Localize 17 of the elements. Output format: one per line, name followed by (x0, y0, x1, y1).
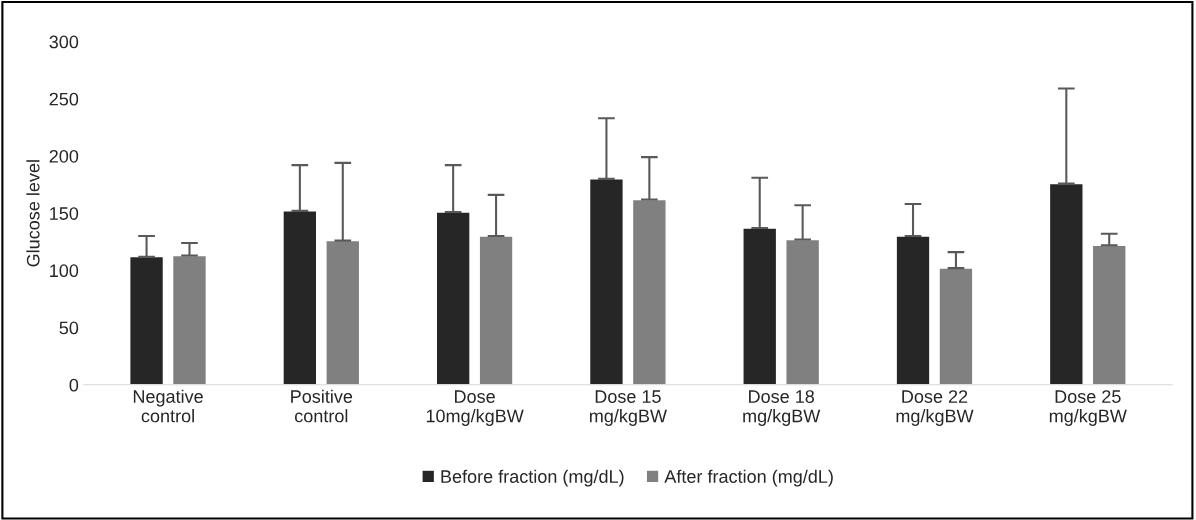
x-tick-label: Dose 22 mg/kgBW (896, 390, 974, 426)
legend-label: Before fraction (mg/dL) (441, 469, 624, 487)
y-tick-label: 50 (59, 321, 79, 335)
y-tick-label: 150 (50, 207, 79, 220)
x-tick-label: Dose 15 mg/kgBW (589, 390, 667, 426)
y-tick-label: 200 (49, 149, 79, 163)
x-tick-label: Dose 10mg/kgBW (426, 390, 524, 426)
y-axis-title: Glucose level (26, 160, 40, 267)
x-tick-label: Negative control (133, 389, 203, 423)
y-tick-label: 100 (50, 264, 79, 278)
y-tick-label: 0 (69, 378, 79, 392)
y-tick-label: 250 (49, 92, 79, 106)
y-tick-label: 300 (49, 35, 79, 49)
x-tick-label: Dose 18 mg/kgBW (743, 390, 821, 426)
legend-label: After fraction (mg/dL) (664, 469, 833, 487)
x-tick-label: Dose 25 mg/kgBW (1049, 390, 1127, 426)
x-tick-label: Positive control (291, 389, 353, 423)
